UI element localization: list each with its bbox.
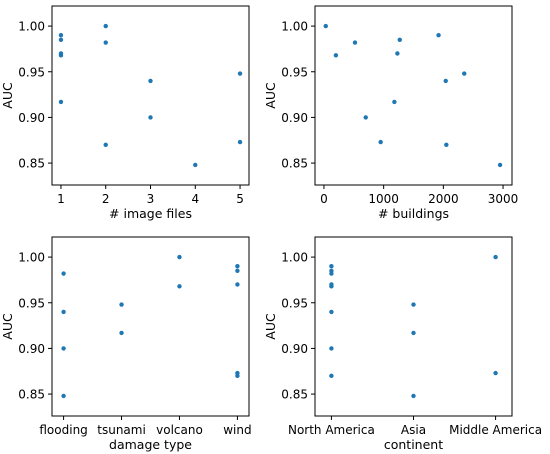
y-tick-label: 0.85 — [281, 157, 308, 171]
data-point — [119, 330, 124, 336]
axes-frame — [314, 236, 513, 417]
data-point — [235, 264, 240, 269]
y-tick-label: 0.85 — [18, 388, 45, 402]
x-tick-label: 0 — [320, 192, 328, 206]
y-tick-label: 1.00 — [18, 20, 45, 34]
subplot-image-files: 0.85 0.90 0.95 1.00 1 2 3 4 5 # image files AUC — [0, 5, 250, 221]
data-point — [444, 142, 449, 148]
data-point — [497, 162, 503, 168]
x-tick-label: 1000 — [368, 192, 399, 206]
data-point — [329, 264, 334, 269]
y-tick-label: 0.90 — [281, 111, 308, 125]
y-tick-label: 0.85 — [281, 388, 308, 402]
data-point — [329, 373, 334, 379]
subplot-buildings: 0.85 0.90 0.95 1.00 0 1000 2000 3000 # buildings… — [263, 5, 519, 221]
data-point — [411, 393, 416, 399]
data-point — [148, 78, 153, 84]
data-point — [436, 33, 441, 38]
data-point — [61, 346, 66, 351]
data-point — [462, 71, 467, 76]
data-point — [411, 302, 416, 307]
data-point — [392, 99, 397, 105]
y-tick-label: 0.90 — [281, 342, 308, 356]
data-point — [237, 139, 243, 145]
data-point — [378, 139, 383, 145]
data-point — [61, 271, 66, 276]
data-point — [397, 37, 402, 42]
data-point — [58, 37, 64, 42]
data-point — [235, 282, 240, 287]
data-point — [443, 78, 448, 84]
x-tick-label: 2 — [102, 192, 110, 206]
y-tick-label: 0.95 — [281, 65, 308, 79]
subplot-damage-type: 0.85 0.90 0.95 1.00 flooding tsunami volcano wi… — [0, 236, 252, 452]
y-tick-label: 0.95 — [18, 296, 45, 310]
y-tick-label: 0.95 — [18, 65, 45, 79]
data-point — [193, 162, 198, 168]
data-point — [235, 373, 240, 379]
data-point — [103, 40, 108, 45]
x-axis-label: damage type — [109, 437, 192, 452]
data-point — [329, 346, 334, 351]
data-point — [395, 51, 400, 56]
y-axis-label: AUC — [0, 313, 15, 340]
x-tick-label: 3000 — [488, 192, 519, 206]
x-tick-label: 4 — [191, 192, 199, 206]
x-tick-label: 2000 — [428, 192, 459, 206]
data-point — [363, 115, 368, 120]
x-tick-label: flooding — [39, 423, 87, 437]
data-point — [493, 370, 498, 376]
y-axis-label: AUC — [263, 313, 278, 340]
data-point — [61, 309, 66, 315]
data-point — [323, 23, 328, 29]
y-tick-label: 0.95 — [281, 296, 308, 310]
data-point — [61, 393, 66, 399]
y-tick-label: 1.00 — [18, 251, 45, 265]
data-point — [329, 309, 334, 315]
data-point — [148, 115, 153, 120]
subplot-continent: 0.85 0.90 0.95 1.00 North America Asia Middle … — [263, 236, 542, 452]
y-tick-label: 1.00 — [281, 20, 308, 34]
x-tick-label: Middle America — [449, 423, 542, 437]
x-tick-label: 5 — [236, 192, 244, 206]
x-tick-label: volcano — [156, 423, 203, 437]
x-tick-label: Asia — [401, 423, 426, 437]
data-point — [237, 71, 243, 76]
axes-frame — [314, 5, 513, 186]
data-point — [235, 268, 240, 273]
y-tick-label: 1.00 — [281, 251, 308, 265]
data-point — [177, 254, 182, 260]
data-point — [119, 302, 124, 307]
x-axis-label: # buildings — [378, 206, 449, 221]
data-point — [493, 254, 498, 260]
data-point — [177, 284, 182, 289]
x-tick-label: tsunami — [97, 423, 146, 437]
data-point — [333, 53, 339, 58]
data-point — [58, 33, 64, 38]
y-axis-label: AUC — [0, 82, 15, 109]
data-point — [411, 330, 416, 336]
data-point — [58, 99, 64, 105]
x-tick-label: 3 — [147, 192, 155, 206]
data-point — [329, 284, 334, 289]
data-point — [103, 23, 108, 29]
x-tick-label: North America — [288, 423, 375, 437]
x-axis-label: continent — [384, 437, 443, 452]
axes-frame — [51, 5, 250, 186]
y-axis-label: AUC — [263, 82, 278, 109]
axes-frame — [51, 236, 250, 417]
data-point — [329, 271, 334, 276]
x-tick-label: wind — [223, 423, 251, 437]
y-tick-label: 0.90 — [18, 111, 45, 125]
data-point — [352, 40, 358, 45]
y-tick-label: 0.90 — [18, 342, 45, 356]
y-tick-label: 0.85 — [18, 157, 45, 171]
x-tick-label: 1 — [57, 192, 65, 206]
data-point — [58, 53, 64, 58]
data-point — [103, 142, 108, 148]
x-axis-label: # image files — [109, 206, 192, 221]
